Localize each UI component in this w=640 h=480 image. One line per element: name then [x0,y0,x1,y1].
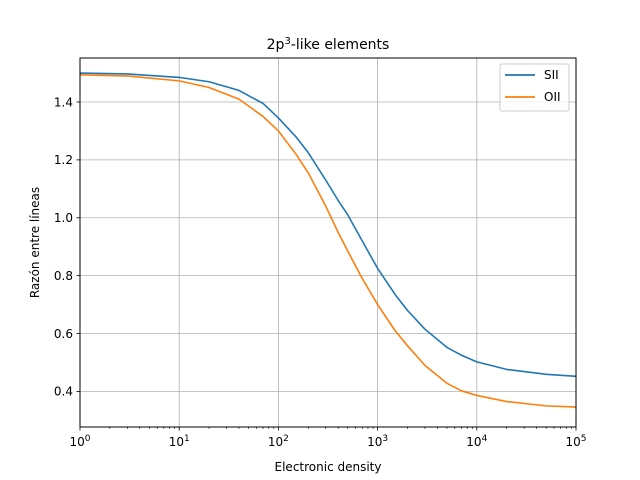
ticks: 100 101 102 103 104 105 0.4 0.6 0.8 1.0 1.2 1.4 [54,95,587,449]
y-tick-label: 1.4 [54,95,73,109]
grid [79,58,577,427]
series-layer [79,72,577,408]
x-tick-label: 100 [69,434,90,449]
y-tick-label: 1.2 [54,153,73,167]
series-line-sii [79,72,577,378]
y-tick-label: 0.4 [54,385,73,399]
x-tick-label: 101 [169,434,190,449]
x-axis-label: Electronic density [275,460,382,474]
y-axis-label: Razón entre líneas [28,187,42,298]
plot-frame [79,57,577,428]
x-tick-label: 102 [268,434,289,449]
legend-label-sii: SII [544,68,559,82]
series-line-oii [79,73,577,408]
y-tick-label: 0.6 [54,327,73,341]
legend-label-oii: OII [544,90,561,104]
legend: SII OII [499,63,570,112]
x-tick-label: 103 [367,434,388,449]
y-tick-label: 1.0 [54,211,73,225]
x-tick-label: 105 [565,434,586,449]
y-tick-label: 0.8 [54,269,73,283]
chart-title: 2p3-like elements [267,36,390,54]
x-tick-label: 104 [466,434,487,449]
